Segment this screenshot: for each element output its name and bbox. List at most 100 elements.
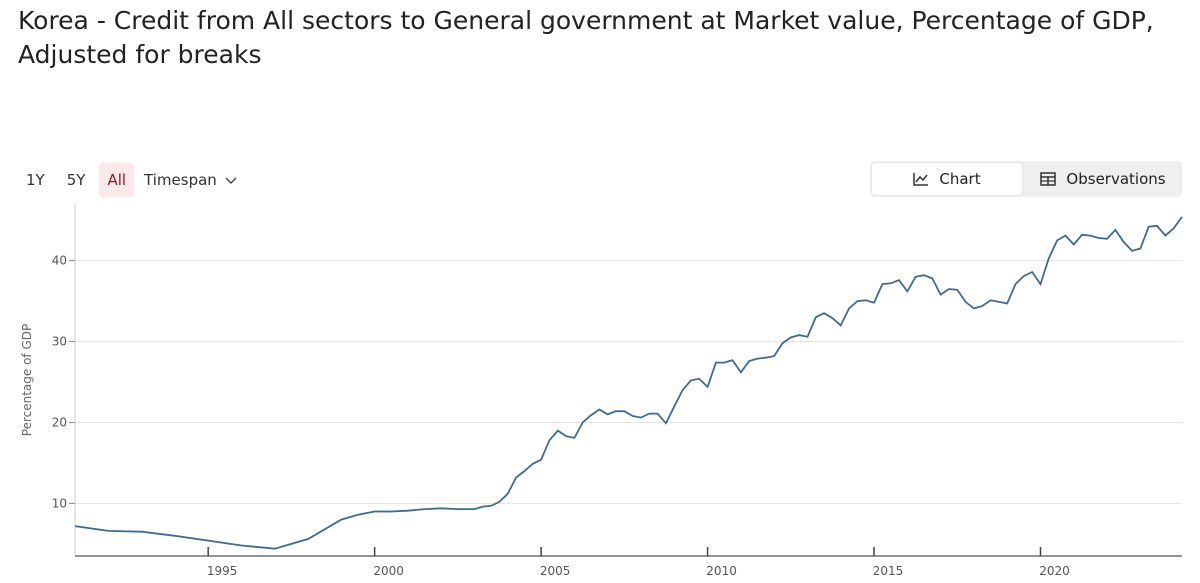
- data-point: [1113, 228, 1117, 232]
- data-point: [481, 505, 485, 509]
- x-tick-label-2010: 2010: [706, 564, 737, 578]
- data-point: [872, 301, 876, 305]
- data-point: [514, 476, 518, 480]
- data-point: [1055, 238, 1059, 242]
- data-point: [1064, 234, 1068, 238]
- data-point: [1022, 274, 1026, 278]
- data-point: [240, 544, 244, 548]
- y-tick-label-10: 10: [52, 496, 67, 510]
- y-tick-label-20: 20: [52, 415, 67, 429]
- data-point: [1147, 225, 1151, 229]
- data-point: [273, 547, 277, 551]
- data-point: [964, 300, 968, 304]
- data-point: [1072, 243, 1076, 247]
- data-point: [880, 282, 884, 286]
- data-point: [323, 527, 327, 531]
- data-point: [356, 513, 360, 517]
- data-point: [531, 462, 535, 466]
- data-point: [905, 289, 909, 293]
- data-point: [806, 335, 810, 339]
- data-point: [1105, 237, 1109, 241]
- view-toggle: Chart Observations: [870, 161, 1182, 197]
- chart-view-button[interactable]: Chart: [872, 163, 1022, 195]
- data-point: [797, 333, 801, 337]
- data-point: [897, 278, 901, 282]
- data-point: [656, 412, 660, 416]
- data-point: [306, 537, 310, 541]
- page-title: Korea - Credit from All sectors to Gener…: [18, 6, 1154, 69]
- data-point: [972, 306, 976, 310]
- x-tick-label-2020: 2020: [1039, 564, 1070, 578]
- data-point: [539, 458, 543, 462]
- data-point: [1163, 234, 1167, 238]
- data-point: [439, 506, 443, 510]
- data-point: [639, 416, 643, 420]
- data-point: [781, 341, 785, 345]
- data-point: [689, 378, 693, 382]
- line-chart-icon: [913, 173, 929, 186]
- data-point: [173, 534, 177, 538]
- data-point: [73, 524, 77, 528]
- data-point: [814, 315, 818, 319]
- range-all-button[interactable]: All: [99, 163, 135, 197]
- data-point: [764, 356, 768, 360]
- data-point: [289, 542, 293, 546]
- data-point: [839, 323, 843, 327]
- data-point: [1005, 302, 1009, 306]
- data-point: [772, 354, 776, 358]
- data-point: [980, 304, 984, 308]
- y-tick-label-40: 40: [52, 254, 67, 268]
- data-point: [830, 316, 834, 320]
- data-point: [822, 311, 826, 315]
- data-point: [997, 300, 1001, 304]
- data-point: [1172, 226, 1176, 230]
- range-5y-button[interactable]: 5Y: [66, 171, 86, 189]
- x-tick-label-2015: 2015: [873, 564, 904, 578]
- data-point: [556, 429, 560, 433]
- data-point: [1080, 233, 1084, 237]
- data-point: [722, 361, 726, 365]
- range-1y-button[interactable]: 1Y: [26, 171, 45, 189]
- data-point: [747, 359, 751, 363]
- data-point: [922, 273, 926, 277]
- data-point: [864, 298, 868, 302]
- data-point: [606, 412, 610, 416]
- data-point: [1122, 240, 1126, 244]
- data-point: [589, 413, 593, 417]
- data-point: [547, 438, 551, 442]
- data-point: [739, 370, 743, 374]
- timespan-dropdown[interactable]: Timespan: [140, 163, 241, 197]
- data-point: [622, 409, 626, 413]
- y-tick-label-30: 30: [52, 335, 67, 349]
- data-point: [456, 507, 460, 511]
- data-point: [647, 412, 651, 416]
- data-point: [855, 299, 859, 303]
- data-point: [1088, 234, 1092, 238]
- data-point: [498, 500, 502, 504]
- data-point: [1030, 270, 1034, 274]
- range-selector: 1Y 5Y All Timespan: [18, 162, 241, 198]
- data-point: [930, 276, 934, 280]
- data-point: [1155, 224, 1159, 228]
- x-tick-label-2005: 2005: [540, 564, 571, 578]
- x-tick-label-2000: 2000: [373, 564, 404, 578]
- data-point: [339, 518, 343, 522]
- data-point: [389, 510, 393, 514]
- data-point: [523, 469, 527, 473]
- data-point: [939, 293, 943, 297]
- data-point: [1180, 215, 1184, 219]
- data-point: [706, 385, 710, 389]
- data-point: [789, 336, 793, 340]
- timespan-label: Timespan: [144, 171, 217, 189]
- data-point: [1138, 247, 1142, 251]
- table-icon: [1040, 172, 1057, 186]
- observations-view-button[interactable]: Observations: [1024, 161, 1182, 197]
- data-point: [1047, 256, 1051, 260]
- data-point: [681, 388, 685, 392]
- chevron-down-icon: [225, 177, 237, 184]
- data-point: [914, 275, 918, 279]
- y-axis: 10 20 30 40: [52, 204, 76, 556]
- data-point: [140, 530, 144, 534]
- data-point: [406, 509, 410, 513]
- observations-view-label: Observations: [1066, 170, 1166, 188]
